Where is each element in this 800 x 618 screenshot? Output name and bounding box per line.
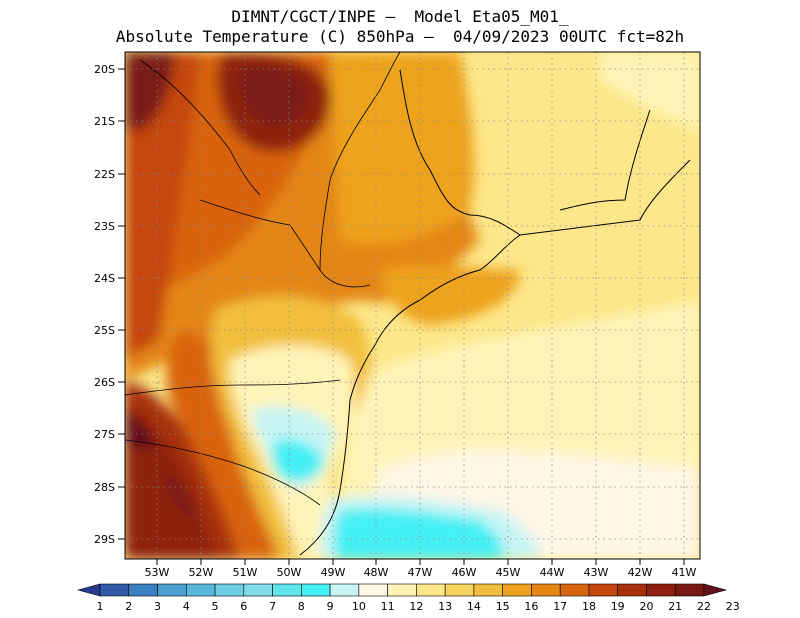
lon-label: 45W: [496, 566, 521, 579]
lon-label: 48W: [364, 566, 389, 579]
lat-label: 29S: [94, 533, 115, 546]
colorbar-cell: [588, 583, 619, 597]
colorbar-label: 16: [524, 600, 538, 613]
colorbar-cell: [473, 583, 503, 597]
colorbar-label: 4: [183, 600, 190, 613]
colorbar-cell: [416, 583, 446, 597]
colorbar-cell: [243, 583, 273, 597]
colorbar-cell: [214, 583, 245, 597]
map-title-line-1: DIMNT/CGCT/INPE – Model Eta05_M01_: [231, 7, 569, 26]
lon-label: 46W: [452, 566, 477, 579]
lat-label: 26S: [94, 376, 115, 389]
colorbar-cell: [128, 583, 158, 597]
colorbar-label: 1: [97, 600, 104, 613]
colorbar-cell: [329, 583, 360, 597]
colorbar-cell: [185, 583, 216, 597]
colorbar-cell: [358, 583, 388, 597]
lat-label: 21S: [94, 115, 115, 128]
lon-label: 47W: [408, 566, 433, 579]
colorbar-label: 2: [125, 600, 132, 613]
colorbar-label: 6: [240, 600, 247, 613]
colorbar-cell: [617, 583, 647, 597]
state-borders: [125, 52, 401, 506]
colorbar-label: 9: [327, 600, 334, 613]
colorbar-arrow-low: [76, 583, 101, 597]
colorbar-label: 20: [640, 600, 654, 613]
lat-label: 23S: [94, 220, 115, 233]
lat-label: 25S: [94, 324, 115, 337]
map-title-line-2: Absolute Temperature (C) 850hPa – 04/09/…: [115, 27, 685, 46]
colorbar-cell: [646, 583, 676, 597]
colorbar-cell: [559, 583, 590, 597]
lat-label: 27S: [94, 428, 115, 441]
longitude-axis: [156, 559, 685, 565]
lat-label: 22S: [94, 168, 115, 181]
colorbar-label: 17: [553, 600, 567, 613]
colorbar-label: 8: [298, 600, 305, 613]
colorbar-cell: [674, 583, 705, 597]
lat-label: 24S: [94, 272, 115, 285]
colorbar-cell: [444, 583, 475, 597]
colorbar-cell: [502, 583, 532, 597]
lon-label: 43W: [584, 566, 609, 579]
coastline: [299, 69, 691, 556]
lon-label: 50W: [277, 566, 302, 579]
colorbar-cell: [387, 583, 417, 597]
colorbar-label: 3: [154, 600, 161, 613]
colorbar-label: 22: [697, 600, 711, 613]
lon-label: 42W: [628, 566, 653, 579]
colorbar-cell: [157, 583, 187, 597]
temperature-field: [125, 52, 700, 559]
colorbar-label: 14: [467, 600, 481, 613]
colorbar-cell: [301, 583, 331, 597]
colorbar-label: 18: [582, 600, 596, 613]
lon-label: 51W: [233, 566, 258, 579]
lon-label: 52W: [189, 566, 214, 579]
colorbar-cell: [272, 583, 302, 597]
lat-label: 20S: [94, 63, 115, 76]
colorbar: 1 2 3 4 5 6 7 8 9 10 11 12 13 14 15 16 17 18 19 20 21 22 23: [76, 583, 740, 613]
lat-lon-grid: [125, 52, 700, 559]
colorbar-label: 23: [726, 600, 740, 613]
colorbar-label: 10: [352, 600, 366, 613]
colorbar-label: 11: [381, 600, 395, 613]
lat-label: 28S: [94, 481, 115, 494]
colorbar-label: 13: [438, 600, 452, 613]
colorbar-cell: [99, 583, 130, 597]
colorbar-label: 21: [668, 600, 682, 613]
colorbar-label: 15: [496, 600, 510, 613]
plot-frame: [124, 51, 701, 560]
lon-label: 49W: [321, 566, 346, 579]
lon-label: 44W: [540, 566, 565, 579]
colorbar-label: 5: [212, 600, 219, 613]
lon-label: 53W: [145, 566, 170, 579]
colorbar-arrow-high: [703, 583, 728, 597]
latitude-axis: [118, 68, 125, 540]
colorbar-cell: [531, 583, 561, 597]
colorbar-label: 7: [269, 600, 276, 613]
lon-label: 41W: [672, 566, 697, 579]
colorbar-label: 19: [611, 600, 625, 613]
colorbar-label: 12: [409, 600, 423, 613]
